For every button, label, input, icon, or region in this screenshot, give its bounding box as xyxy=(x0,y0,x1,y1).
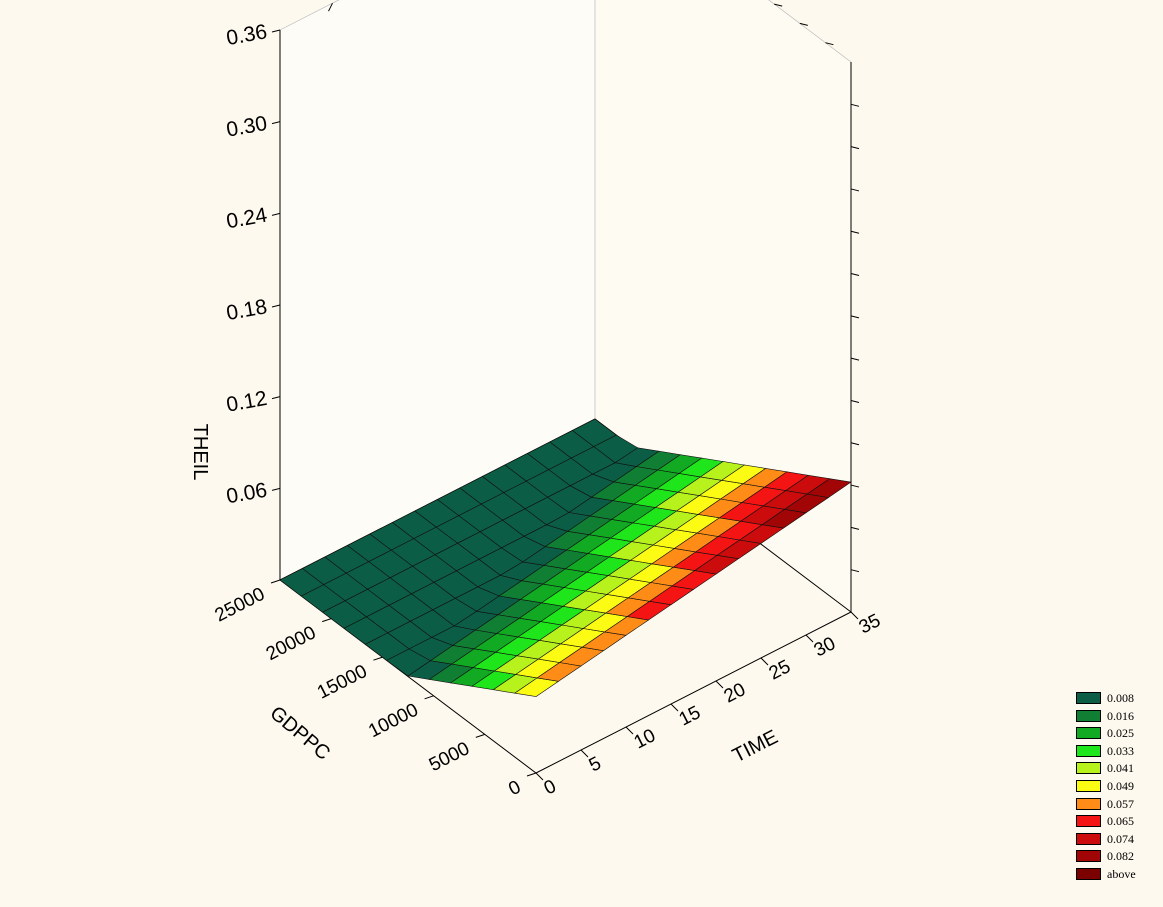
legend-item: 0.057 xyxy=(1076,796,1156,814)
legend-item: above xyxy=(1076,866,1156,884)
right-edge-tick xyxy=(850,442,860,446)
surface-cell xyxy=(806,478,852,498)
y-tick-label: 20000 xyxy=(263,622,320,665)
z-tick xyxy=(271,396,281,400)
legend-swatch xyxy=(1076,867,1101,880)
x-tick xyxy=(580,749,589,758)
legend-swatch xyxy=(1076,709,1101,722)
y-tick xyxy=(475,733,485,738)
legend-swatch xyxy=(1076,762,1101,775)
legend: 0.008 0.016 0.025 0.033 0.041 0.049 0.057 0.065… xyxy=(1076,690,1156,884)
x-tick-label: 0 xyxy=(541,776,560,800)
y-tick-label: 15000 xyxy=(314,661,371,704)
legend-swatch xyxy=(1076,832,1101,845)
y-tick-label: 10000 xyxy=(365,700,422,743)
legend-label: 0.008 xyxy=(1107,691,1134,705)
x-tick xyxy=(625,726,634,735)
y-axis-label: GDPPC xyxy=(266,702,335,765)
legend-item: 0.074 xyxy=(1076,831,1156,849)
x-tick xyxy=(850,611,859,620)
y-tick xyxy=(322,618,332,623)
legend-label: 0.074 xyxy=(1107,831,1134,846)
right-edge-tick xyxy=(850,230,860,234)
legend-swatch xyxy=(1076,779,1101,792)
right-edge-tick xyxy=(850,526,860,530)
right-edge-tick xyxy=(850,273,860,277)
z-tick-label: 0.24 xyxy=(225,204,270,234)
z-tick xyxy=(271,212,281,216)
z-tick-label: 0.36 xyxy=(225,20,269,50)
y-tick xyxy=(270,579,281,584)
right-edge-tick xyxy=(850,357,860,361)
legend-item: 0.033 xyxy=(1076,743,1156,761)
x-tick-label: 20 xyxy=(721,679,749,707)
legend-label: above xyxy=(1107,866,1136,881)
legend-label: 0.082 xyxy=(1107,849,1134,864)
legend-item: 0.065 xyxy=(1076,813,1156,831)
x-tick xyxy=(760,657,769,666)
legend-item: 0.049 xyxy=(1076,778,1156,796)
y-tick xyxy=(526,772,537,777)
legend-item: 0.008 xyxy=(1076,690,1156,708)
surface-mesh xyxy=(279,418,852,697)
legend-item: 0.025 xyxy=(1076,725,1156,743)
y-tick-label: 0 xyxy=(505,777,524,801)
y-tick-label: 25000 xyxy=(212,584,269,627)
right-edge-tick xyxy=(850,399,860,403)
z-tick xyxy=(271,487,281,491)
z-tick-label: 0.30 xyxy=(225,112,269,142)
right-edge-tick xyxy=(850,103,860,107)
right-edge-tick xyxy=(850,484,860,488)
x-tick-label: 35 xyxy=(856,610,884,638)
z-axis-label: THEIL xyxy=(189,424,211,481)
x-tick-label: 15 xyxy=(676,702,704,730)
back-wall xyxy=(280,0,595,580)
legend-label: 0.025 xyxy=(1107,726,1134,741)
y-tick-label: 5000 xyxy=(426,738,473,776)
legend-swatch xyxy=(1076,744,1101,757)
legend-label: 0.041 xyxy=(1107,761,1134,776)
legend-label: 0.057 xyxy=(1107,796,1134,811)
y-tick xyxy=(424,695,434,700)
x-tick xyxy=(715,680,724,689)
z-tick xyxy=(271,304,281,308)
x-tick-label: 25 xyxy=(766,656,794,684)
top-edge-tick xyxy=(799,22,808,26)
legend-label: 0.016 xyxy=(1107,708,1134,723)
legend-item: 0.082 xyxy=(1076,848,1156,866)
legend-label: 0.033 xyxy=(1107,743,1134,758)
z-tick-label: 0.18 xyxy=(225,295,269,325)
z-tick-label: 0.06 xyxy=(225,479,269,509)
legend-label: 0.049 xyxy=(1107,778,1134,793)
legend-swatch xyxy=(1076,727,1101,740)
x-axis-label: TIME xyxy=(729,726,782,767)
x-tick xyxy=(535,772,544,781)
x-tick-label: 10 xyxy=(631,725,659,753)
x-tick-label: 5 xyxy=(586,753,605,777)
top-edge-tick xyxy=(328,2,333,12)
legend-swatch xyxy=(1076,815,1101,828)
legend-item: 0.016 xyxy=(1076,708,1156,726)
x-tick-label: 30 xyxy=(811,633,839,661)
z-tick xyxy=(271,121,281,125)
legend-label: 0.065 xyxy=(1107,814,1134,829)
right-edge-tick xyxy=(850,315,860,319)
z-tick xyxy=(271,29,281,33)
z-tick-label: 0.12 xyxy=(225,387,269,417)
legend-item: 0.041 xyxy=(1076,760,1156,778)
right-edge-tick xyxy=(850,188,860,192)
top-edge-tick xyxy=(825,42,834,46)
right-edge-tick xyxy=(850,569,860,573)
y-tick xyxy=(373,656,383,661)
legend-swatch xyxy=(1076,797,1101,810)
x-tick xyxy=(670,703,679,712)
legend-swatch xyxy=(1076,692,1101,704)
legend-swatch xyxy=(1076,850,1101,863)
right-edge-tick xyxy=(850,146,860,150)
top-edge-tick xyxy=(774,3,783,7)
x-tick xyxy=(805,634,814,643)
